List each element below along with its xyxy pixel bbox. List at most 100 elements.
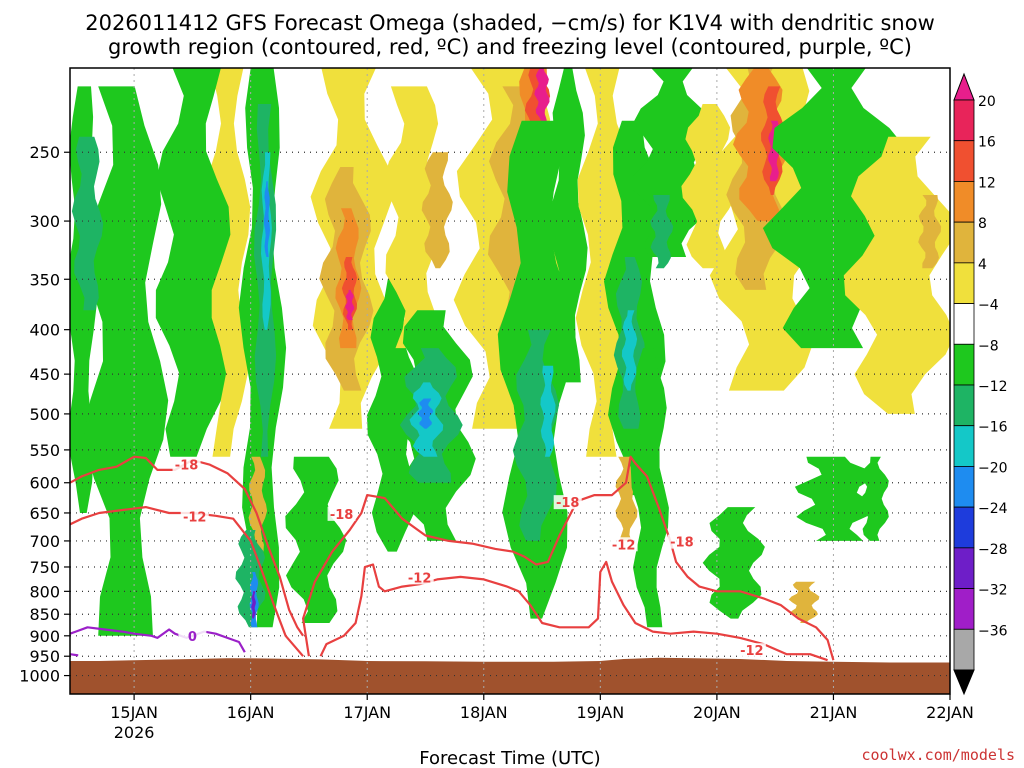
colorbar-swatch (953, 303, 975, 345)
omega-region-18 (345, 289, 355, 321)
grid (70, 68, 950, 694)
contour-line (302, 455, 835, 661)
y-tick-label: 550 (29, 441, 60, 460)
colorbar: 20 16 12 8 4 −4 −8 −12 −16 −20 −24 −28 −32 −36 (953, 72, 1008, 696)
colorbar-swatch (953, 425, 975, 467)
colorbar-label: −4 (978, 298, 999, 314)
colorbar-swatch (953, 547, 975, 589)
x-tick-label: 19JAN (576, 703, 624, 722)
y-tick-label: 750 (29, 558, 60, 577)
terrain (70, 657, 950, 694)
contour-label: -12 (183, 511, 207, 526)
temperature-contours: -18 -12 -18 -12 -18 -12 -18 -12 0 (70, 455, 835, 662)
y-tick-label: 900 (29, 627, 60, 646)
colorbar-swatch (953, 628, 975, 671)
colorbar-label: −16 (978, 420, 1008, 436)
contour-label: 0 (188, 630, 197, 645)
colorbar-swatch (953, 466, 975, 508)
x-tick-label: 15JAN (110, 703, 158, 722)
x-tick-year: 2026 (114, 723, 155, 742)
x-tick-label: 20JAN (693, 703, 741, 722)
contour-label-bg (172, 457, 201, 472)
credit-text: coolwx.com/models (861, 746, 1015, 764)
x-tick-label: 21JAN (810, 703, 858, 722)
contour-line (70, 626, 246, 653)
x-tick-label: 17JAN (343, 703, 391, 722)
omega-region-42 (650, 195, 674, 269)
omega-region-54 (788, 581, 820, 623)
y-tick-label: 600 (29, 474, 60, 493)
terrain-fill (70, 657, 950, 694)
colorbar-arrow-bottom (953, 669, 975, 696)
y-tick-label: 450 (29, 365, 60, 384)
y-tick-label: 350 (29, 270, 60, 289)
colorbar-label: 12 (978, 175, 996, 191)
omega-region-43 (681, 104, 736, 269)
omega-region-49 (768, 120, 781, 182)
omega-region-53 (918, 195, 942, 269)
y-tick-label: 1000 (19, 667, 60, 686)
y-tick-label: 300 (29, 212, 60, 231)
colorbar-label: 4 (978, 257, 987, 273)
y-tick-label: 950 (29, 647, 60, 666)
chart-title-line1: 2026011412 GFS Forecast Omega (shaded, −… (85, 11, 935, 35)
y-tick-label: 500 (29, 405, 60, 424)
contour-label-bg (737, 643, 766, 658)
omega-region-2 (83, 86, 169, 636)
omega-region-52 (843, 136, 950, 414)
omega-region-9 (248, 456, 268, 552)
colorbar-swatch (953, 588, 975, 630)
contour-line (70, 455, 305, 637)
omega-region-21 (421, 152, 453, 269)
colorbar-swatch (953, 140, 975, 182)
colorbar-label: 8 (978, 216, 987, 232)
contour-label-bg (609, 537, 638, 552)
y-tick-label: 800 (29, 582, 60, 601)
omega-region-12 (251, 591, 256, 619)
omega-region-55 (858, 456, 889, 541)
omega-region-40 (630, 348, 669, 628)
y-tick-label: 650 (29, 504, 60, 523)
omega-region-13 (285, 456, 347, 623)
colorbar-swatch (953, 181, 975, 223)
contour-label: -18 (330, 508, 354, 523)
omega-region-34 (548, 68, 588, 383)
colorbar-label: 20 (978, 94, 996, 110)
contour-label: -18 (175, 459, 199, 474)
contour-line (319, 560, 828, 662)
colorbar-label: −8 (978, 338, 999, 354)
colorbar-label: −20 (978, 460, 1008, 476)
y-tick-label: 250 (29, 143, 60, 162)
x-axis-label: Forecast Time (UTC) (419, 748, 600, 768)
omega-region-4 (71, 136, 104, 311)
omega-region-38 (621, 310, 638, 391)
contour-label-bg (667, 534, 696, 549)
y-axis: 250 300 350 400 450 500 550 600 650 700 750 800 850 9… (19, 143, 70, 686)
x-tick-label: 16JAN (227, 703, 275, 722)
colorbar-swatch (953, 99, 975, 142)
x-tick-label: 18JAN (460, 703, 508, 722)
contour-label: -12 (740, 644, 764, 659)
y-tick-label: 850 (29, 605, 60, 624)
contour-label-bg (553, 495, 582, 510)
colorbar-label: −24 (978, 501, 1008, 517)
contour-label-bg (327, 506, 356, 521)
contour-label-bg (405, 570, 434, 585)
contour-label-bg (180, 509, 209, 524)
colorbar-label: 16 (978, 135, 996, 151)
omega-region-8 (263, 181, 270, 257)
contour-line (70, 653, 79, 657)
omega-region-3 (155, 68, 231, 457)
omega-region-1 (70, 86, 98, 513)
x-tick-label: 22JAN (926, 703, 974, 722)
colorbar-arrow-top (953, 72, 975, 101)
contour-label: -18 (556, 496, 580, 511)
colorbar-swatch (953, 506, 975, 549)
colorbar-label: −12 (978, 379, 1008, 395)
omega-region-33 (540, 365, 556, 457)
plot-frame (69, 67, 951, 695)
omega-region-51 (794, 456, 878, 541)
colorbar-swatch (953, 343, 975, 386)
colorbar-label: −36 (978, 623, 1008, 639)
